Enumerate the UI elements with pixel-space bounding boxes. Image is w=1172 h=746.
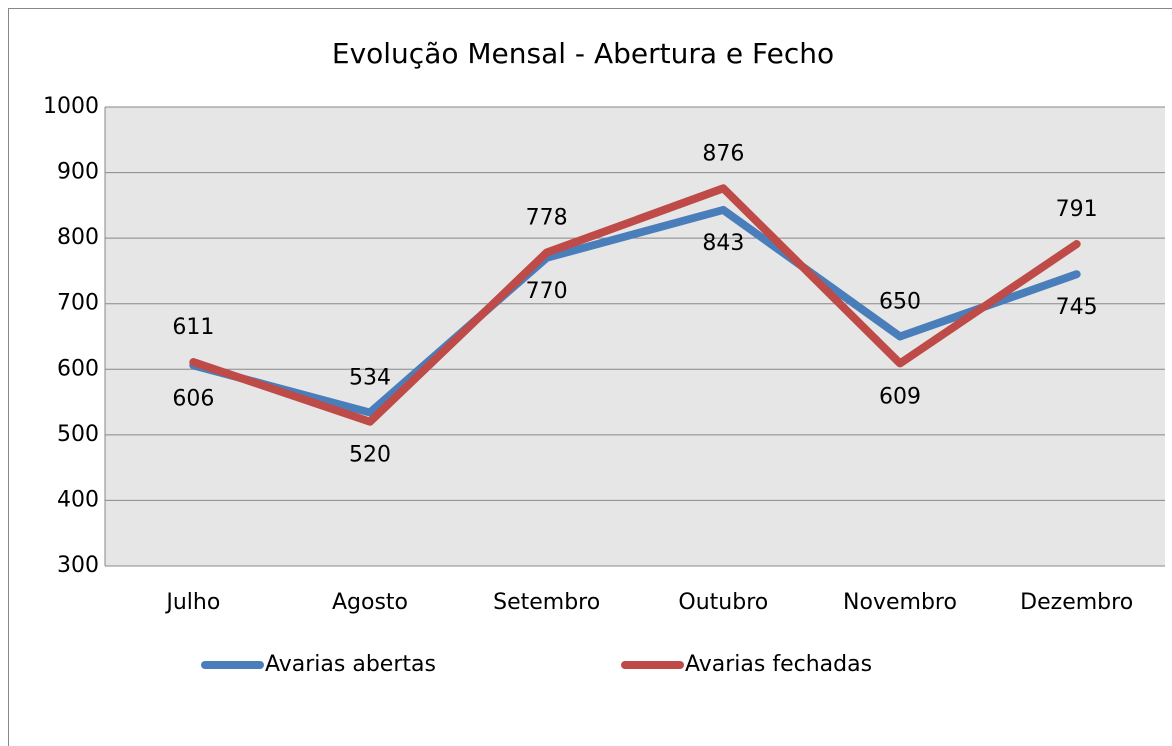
data-label: 611 <box>172 315 214 340</box>
legend-label: Avarias fechadas <box>685 652 872 677</box>
series-line <box>189 205 1081 417</box>
y-tick-label: 500 <box>57 422 99 447</box>
data-label: 876 <box>702 141 744 166</box>
data-label: 609 <box>879 384 921 409</box>
y-tick-label: 600 <box>57 356 99 381</box>
chart-title: Evolução Mensal - Abertura e Fecho <box>332 37 834 70</box>
data-label: 520 <box>349 443 391 468</box>
x-tick-label: Dezembro <box>1020 590 1133 615</box>
plot-area <box>105 107 1165 566</box>
x-tick-label: Julho <box>164 590 220 615</box>
data-label: 791 <box>1056 197 1098 222</box>
data-label: 843 <box>702 231 744 256</box>
data-label: 770 <box>526 279 568 304</box>
y-tick-label: 800 <box>57 225 99 250</box>
y-tick-label: 900 <box>57 160 99 185</box>
data-label: 606 <box>172 386 214 411</box>
data-label: 778 <box>526 206 568 231</box>
y-tick-label: 1000 <box>43 94 99 119</box>
x-tick-label: Setembro <box>493 590 600 615</box>
y-tick-label: 400 <box>57 487 99 512</box>
y-tick-label: 700 <box>57 291 99 316</box>
x-tick-label: Outubro <box>678 590 768 615</box>
x-tick-label: Agosto <box>332 590 408 615</box>
legend-label: Avarias abertas <box>265 652 436 677</box>
data-label: 650 <box>879 290 921 315</box>
data-label: 534 <box>349 366 391 391</box>
y-tick-label: 300 <box>57 553 99 578</box>
x-tick-label: Novembro <box>843 590 957 615</box>
data-label: 745 <box>1056 295 1098 320</box>
series-line <box>189 184 1081 426</box>
